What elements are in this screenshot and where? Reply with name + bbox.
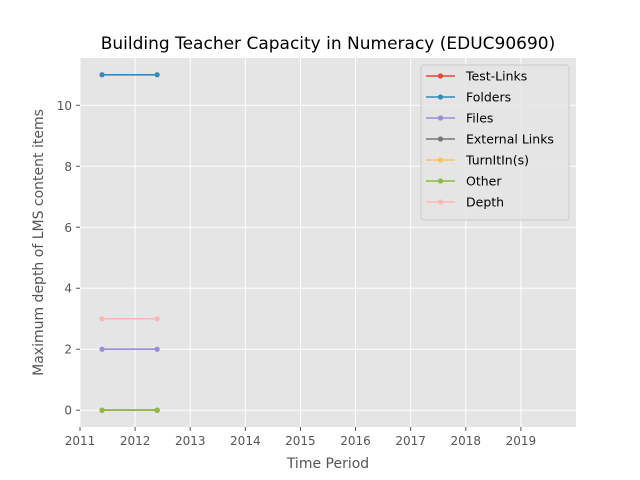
- legend-item: Test-Links: [426, 69, 527, 84]
- legend-marker: [437, 157, 444, 163]
- legend-item: Folders: [426, 90, 511, 105]
- legend-label: TurnItIn(s): [465, 153, 529, 168]
- data-point: [99, 407, 105, 413]
- legend-marker: [437, 178, 444, 184]
- legend: Test-Links Folders Files External Links Turn…: [420, 64, 570, 221]
- y-tick-label: 8: [64, 160, 72, 174]
- data-point: [154, 407, 160, 413]
- legend-label: Test-Links: [465, 69, 527, 84]
- chart-title: Building Teacher Capacity in Numeracy (E…: [101, 34, 556, 54]
- y-tick-label: 2: [64, 343, 72, 357]
- legend-item: Files: [426, 111, 493, 126]
- legend-item: Depth: [426, 195, 504, 210]
- x-tick-label: 2012: [120, 434, 151, 448]
- x-tick-label: 2019: [506, 434, 537, 448]
- x-axis-label: Time Period: [286, 456, 369, 472]
- x-tick-label: 2011: [65, 434, 96, 448]
- legend-item: TurnItIn(s): [426, 153, 529, 168]
- legend-marker: [437, 73, 444, 79]
- data-point: [99, 72, 105, 78]
- legend-box: [420, 64, 570, 221]
- legend-item: Other: [426, 174, 502, 189]
- data-point: [99, 346, 105, 352]
- data-point: [99, 316, 105, 322]
- legend-label: Folders: [466, 90, 511, 105]
- y-axis-label: Maximum depth of LMS content items: [31, 109, 47, 376]
- data-point: [154, 346, 160, 352]
- legend-marker: [437, 94, 444, 100]
- legend-marker: [437, 199, 444, 205]
- x-tick-label: 2013: [175, 434, 206, 448]
- y-axis-ticks: 0 2 4 6 8 10: [57, 99, 80, 418]
- x-tick-label: 2017: [395, 434, 426, 448]
- x-axis-ticks: 2011 2012 2013 2014 2015 2016 2017 2018 2019: [65, 427, 536, 448]
- data-point: [154, 316, 160, 322]
- data-point: [154, 72, 160, 78]
- y-tick-label: 4: [64, 282, 72, 296]
- legend-label: Files: [466, 111, 493, 126]
- series-files: [99, 346, 160, 352]
- series-lines: [99, 72, 160, 413]
- legend-label: Depth: [466, 195, 504, 210]
- series-folders: [99, 72, 160, 78]
- y-tick-label: 6: [64, 221, 72, 235]
- legend-item: External Links: [426, 132, 554, 147]
- y-tick-label: 10: [57, 99, 72, 113]
- x-tick-label: 2014: [230, 434, 261, 448]
- legend-label: External Links: [466, 132, 554, 147]
- x-tick-label: 2018: [451, 434, 482, 448]
- legend-marker: [437, 136, 444, 142]
- series-other: [99, 407, 160, 413]
- legend-marker: [437, 115, 444, 121]
- series-depth: [99, 316, 160, 322]
- x-tick-label: 2015: [285, 434, 316, 448]
- y-tick-label: 0: [64, 404, 72, 418]
- x-tick-label: 2016: [340, 434, 371, 448]
- legend-label: Other: [466, 174, 502, 189]
